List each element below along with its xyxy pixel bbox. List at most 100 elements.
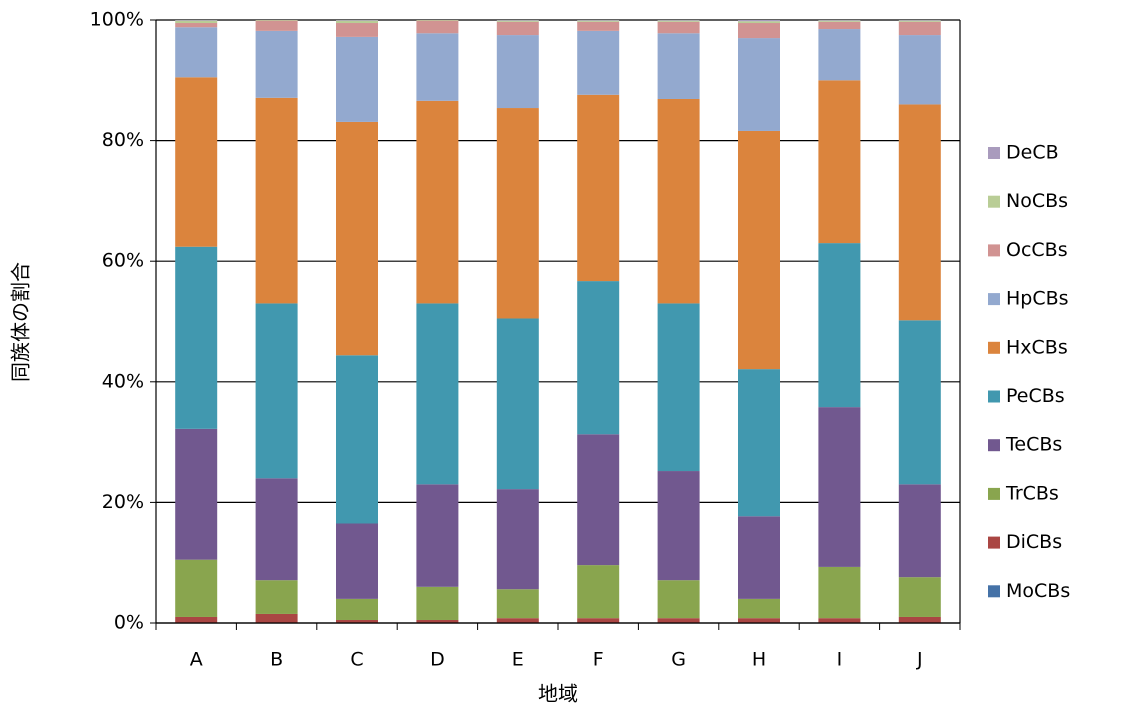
bar-segment [336,36,378,122]
x-axis-title: 地域 [538,682,578,706]
bar-segment [336,23,378,37]
bar-segment [336,523,378,599]
bar-segment [657,98,700,304]
x-tick-label: A [190,649,203,671]
bar-segment [577,20,620,21]
bar-segment [898,616,941,623]
y-tick-label: 80% [102,129,144,151]
legend-label: OcCBs [1006,239,1068,261]
bar-segment [738,130,780,370]
legend-label: DiCBs [1006,531,1062,553]
bar-segment [496,489,539,590]
bar-segment [818,29,861,81]
bar-segment [496,21,539,36]
legend-swatch [988,487,1000,500]
legend-swatch [988,585,1000,598]
bar-segment [255,613,298,623]
bar-segment [898,20,941,21]
bar-segment [898,484,941,578]
bar-segment [898,104,941,321]
legend-swatch [988,195,1000,208]
bar-segment [496,20,539,21]
bar-segment [175,616,218,623]
bar-segment [738,516,780,599]
bar-segment [818,618,861,623]
bar-segment [818,566,861,619]
bar-segment [577,434,620,566]
bar-segment [416,484,459,587]
x-tick-label: D [430,649,445,671]
bar-segment [416,100,459,304]
bar-segment [496,35,539,109]
bar-segment [175,559,218,617]
bar-segment [898,577,941,617]
legend-swatch [988,293,1000,306]
bar-segment [657,580,700,619]
bar-segment [416,303,459,485]
bar-segment [898,21,941,36]
bar-segment [336,355,378,524]
bar-segment [416,20,459,34]
legend-label: DeCB [1006,142,1059,164]
bar-segment [898,320,941,485]
bar-segment [175,23,218,28]
legend-label: TrCBs [1005,482,1059,504]
bar-segment [738,20,780,22]
x-tick-label: F [593,649,604,671]
bar-segment [175,20,218,21]
bar-segment [175,20,218,24]
bar-segment [818,407,861,567]
y-tick-label: 20% [102,491,144,513]
bar-segment [657,21,700,34]
bar-segment [255,478,298,581]
bar-segment [818,20,861,21]
bar-segment [577,20,620,22]
bar-segment [657,303,700,472]
bar-segment [818,243,861,408]
bar-segment [416,20,459,21]
bar-segment [336,598,378,620]
bar-segment [818,20,861,22]
x-tick-label: I [837,649,843,671]
x-tick-label: J [916,649,923,671]
legend-swatch [988,341,1000,354]
bar-segment [818,80,861,244]
bar-segment [657,471,700,581]
y-tick-label: 0% [114,612,144,634]
bar-segment [657,20,700,22]
bar-segment [657,33,700,99]
bar-segment [738,38,780,131]
bar-segment [898,35,941,105]
bar-segment [738,23,780,39]
legend-swatch [988,536,1000,549]
bar-segment [175,428,218,560]
bar-segment [738,21,780,24]
bar-segment [255,97,298,304]
bar-segment [416,586,459,620]
y-tick-label: 60% [102,250,144,272]
bar-segment [577,21,620,31]
bar-segment [416,33,459,101]
bar-segment [255,30,298,98]
bar-segment [255,20,298,21]
x-tick-label: G [671,649,686,671]
bar-segment [577,94,620,282]
bar-segment [255,20,298,31]
legend-label: HxCBs [1006,336,1068,358]
bar-segment [336,20,378,21]
bar-segment [175,246,218,429]
bar-segment [496,108,539,319]
bar-segment [577,281,620,435]
x-tick-label: C [350,649,363,671]
legend-swatch [988,390,1000,403]
bar-segment [577,618,620,623]
legend-label: HpCBs [1006,288,1069,310]
legend-swatch [988,439,1000,452]
bar-segment [255,580,298,614]
bar-segment [336,619,378,623]
legend-swatch [988,147,1000,159]
bar-segment [175,27,218,78]
bar-segment [496,618,539,623]
bar-segment [496,318,539,490]
y-tick-label: 100% [90,9,144,31]
